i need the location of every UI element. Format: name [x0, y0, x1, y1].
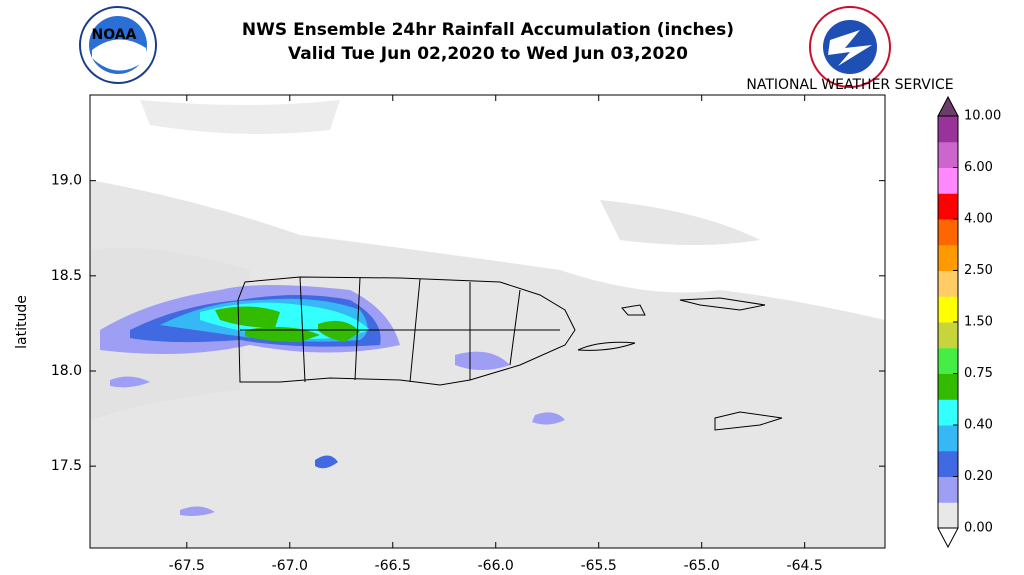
colorbar-tick-label: 2.50 — [964, 263, 993, 278]
colorbar-tick-label: 4.00 — [964, 212, 993, 227]
colorbar-segment — [938, 450, 958, 477]
colorbar-segment — [938, 270, 958, 297]
colorbar-segment — [938, 476, 958, 503]
colorbar-segment — [938, 347, 958, 374]
colorbar-segment — [938, 296, 958, 323]
colorbar-tick-label: 0.75 — [964, 366, 993, 381]
colorbar-segment — [938, 244, 958, 271]
y-tick-label: 19.0 — [51, 173, 82, 189]
y-tick-label: 18.0 — [51, 363, 82, 379]
y-axis-label: latitude — [14, 295, 30, 349]
colorbar-segment — [938, 193, 958, 220]
colorbar-extend-max — [937, 95, 959, 117]
colorbar-segment — [938, 167, 958, 194]
rainfall-field — [90, 100, 885, 548]
plot-frame — [89, 94, 886, 549]
noaa-logo: NOAA — [79, 6, 157, 84]
colorbar-segment — [938, 399, 958, 426]
y-tick-label: 17.5 — [51, 458, 82, 474]
logo-text: NOAA — [92, 27, 137, 43]
colorbar-extend-min — [937, 527, 959, 549]
chart-title: NWS Ensemble 24hr Rainfall Accumulation … — [242, 20, 734, 40]
colorbar-segment — [938, 116, 958, 143]
colorbar-tick-label: 0.20 — [964, 469, 993, 484]
colorbar-segment — [938, 219, 958, 246]
colorbar-tick-label: 10.00 — [964, 109, 1001, 124]
logo-text: NATIONAL WEATHER SERVICE — [746, 77, 953, 93]
colorbar-tick-label: 0.00 — [964, 521, 993, 536]
colorbar-segment — [938, 141, 958, 168]
colorbar: 0.00 0.20 0.40 0.75 1.50 2.50 4.00 6.00 10.00 — [937, 95, 1001, 549]
colorbar-segment — [938, 502, 958, 529]
nws-logo: NATIONAL WEATHER SERVICE — [746, 6, 954, 93]
x-tick-label: -65.5 — [581, 558, 617, 574]
x-tick-label: -66.0 — [478, 558, 514, 574]
x-tick-label: -67.0 — [272, 558, 308, 574]
x-tick-label: -65.0 — [684, 558, 720, 574]
colorbar-segment — [938, 373, 958, 400]
chart-subtitle: Valid Tue Jun 02,2020 to Wed Jun 03,2020 — [288, 44, 688, 64]
colorbar-tick-label: 1.50 — [964, 315, 993, 330]
colorbar-tick-label: 6.00 — [964, 160, 993, 175]
x-tick-label: -67.5 — [169, 558, 205, 574]
x-tick-label: -64.5 — [787, 558, 823, 574]
x-tick-label: -66.5 — [375, 558, 411, 574]
coastlines — [237, 276, 783, 431]
colorbar-segment — [938, 322, 958, 349]
y-tick-label: 18.5 — [51, 268, 82, 284]
colorbar-tick-label: 0.40 — [964, 418, 993, 433]
colorbar-segment — [938, 425, 958, 452]
